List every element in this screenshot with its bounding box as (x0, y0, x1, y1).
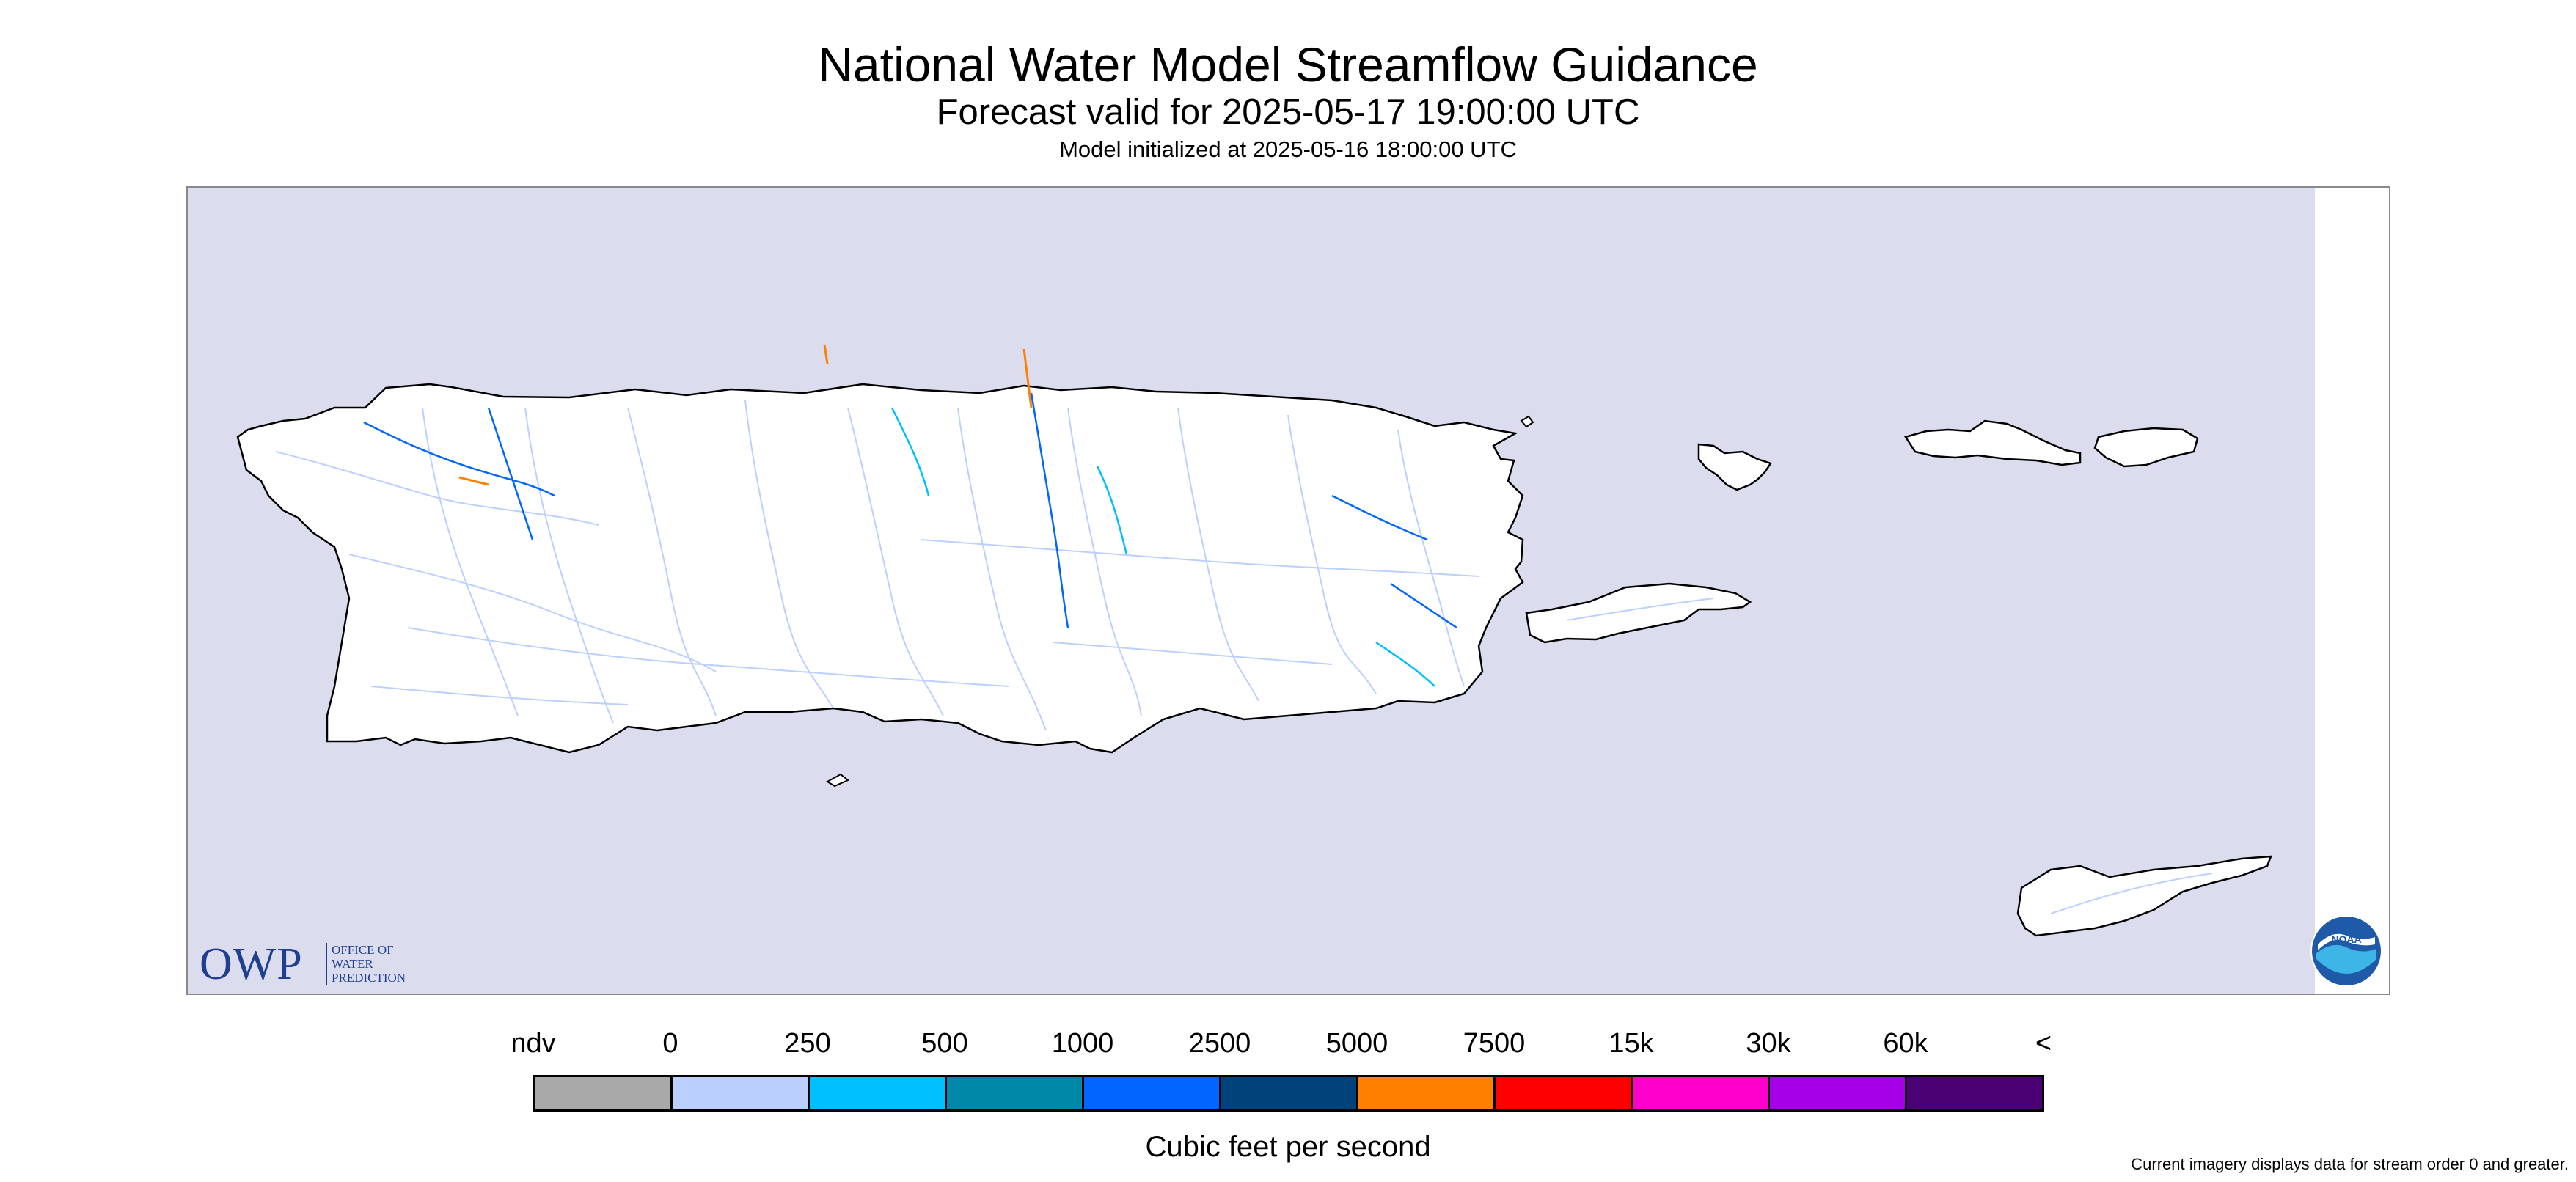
legend-label: 30k (1746, 1028, 1791, 1059)
noaa-logo-text: NOAA (2331, 933, 2361, 945)
legend-label: 500 (921, 1028, 968, 1059)
puerto-rico-land[interactable] (236, 383, 1524, 754)
legend-swatch-5000 (1358, 1077, 1496, 1109)
legend-units: Cubic feet per second (1145, 1131, 1431, 1163)
legend-label: 60k (1883, 1028, 1928, 1059)
legend-swatch-7500 (1496, 1077, 1633, 1109)
legend-labels: ndv 0 250 500 1000 2500 5000 7500 15k 30… (0, 1027, 2576, 1063)
stream-orange-flow (458, 344, 1033, 486)
legend-swatch-60k (1907, 1077, 2042, 1109)
owp-logo-text: OFFICE OF WATER PREDICTION (332, 943, 434, 985)
owp-logo-line: PREDICTION (332, 971, 406, 985)
owp-logo: OWP OFFICE OF WATER PREDICTION (200, 939, 434, 990)
st-croix-land[interactable] (2016, 855, 2272, 937)
owp-logo-line: WATER (332, 957, 373, 971)
desecheo-islet (1520, 415, 1534, 428)
owp-logo-divider (326, 943, 327, 985)
noaa-logo: NOAA (2310, 915, 2382, 987)
legend-label: < (2035, 1028, 2052, 1059)
streamflow-map[interactable] (188, 188, 2390, 995)
legend-swatch-15k (1633, 1077, 1770, 1109)
legend-label: 15k (1609, 1028, 1654, 1059)
legend-label: 0 (662, 1028, 678, 1059)
footnote: Current imagery displays data for stream… (2131, 1155, 2569, 1173)
legend-colorbar (533, 1075, 2044, 1112)
stream-network (275, 400, 2213, 914)
owp-logo-mark: OWP (200, 939, 303, 989)
legend-swatch-30k (1770, 1077, 1907, 1109)
legend-swatch-ndv (535, 1077, 673, 1109)
caja-de-muertos-islet (826, 773, 849, 788)
legend-swatch-500 (947, 1077, 1084, 1109)
legend-swatch-1000 (1084, 1077, 1221, 1109)
vieques-land[interactable] (1525, 582, 1752, 644)
legend-label: 5000 (1325, 1028, 1388, 1059)
legend-swatch-0 (673, 1077, 810, 1109)
legend-label: 7500 (1463, 1028, 1526, 1059)
legend-label: ndv (511, 1028, 556, 1059)
legend-label: 2500 (1188, 1028, 1251, 1059)
map-title: National Water Model Streamflow Guidance (818, 37, 1758, 92)
legend-swatch-250 (810, 1077, 947, 1109)
model-init-time: Model initialized at 2025-05-16 18:00:00… (1059, 136, 1517, 162)
stream-high-flow (363, 392, 1457, 629)
owp-logo-line: OFFICE OF (332, 943, 394, 957)
map-margin (2315, 188, 2389, 994)
legend-label: 1000 (1051, 1028, 1114, 1059)
legend-label: 250 (784, 1028, 831, 1059)
culebra-land[interactable] (1697, 443, 1772, 491)
legend-swatch-2500 (1221, 1077, 1358, 1109)
stream-medium-flow (890, 407, 1435, 687)
st-thomas-land[interactable] (1904, 419, 2082, 466)
st-john-land[interactable] (2093, 427, 2199, 468)
map-panel[interactable] (186, 186, 2390, 995)
forecast-valid-time: Forecast valid for 2025-05-17 19:00:00 U… (936, 92, 1640, 132)
